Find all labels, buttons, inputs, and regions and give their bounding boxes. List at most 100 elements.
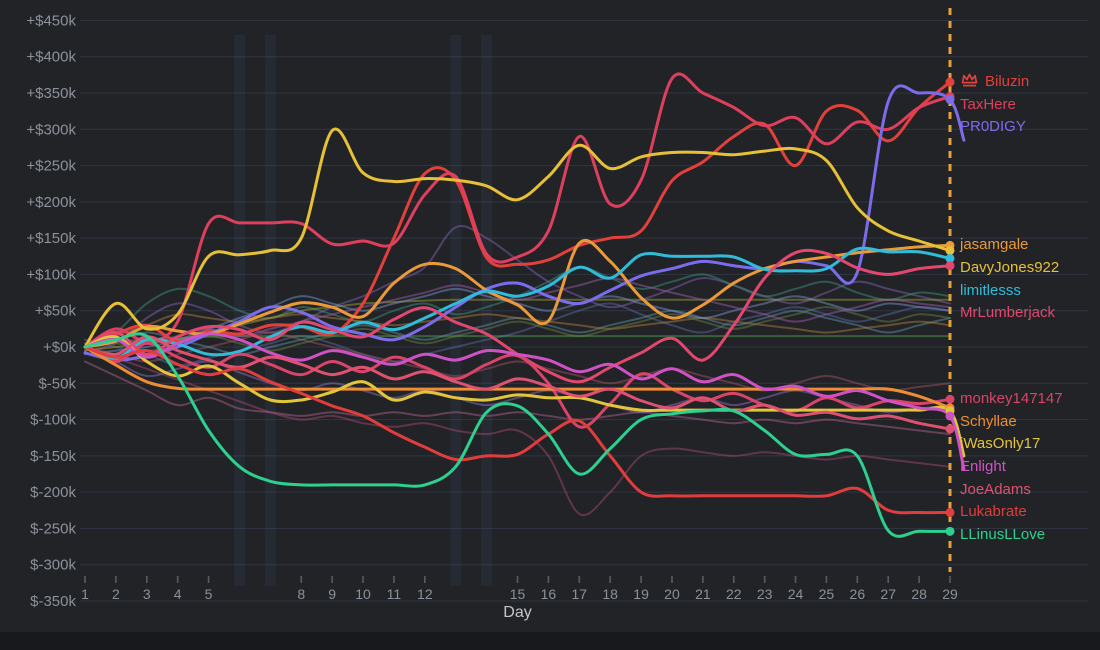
x-axis-label: 17 [571, 586, 587, 602]
x-axis-label: 11 [387, 586, 402, 602]
y-axis-label: $-100k [30, 412, 76, 429]
x-axis-label: 10 [355, 586, 371, 602]
series-line-davyjones922[interactable] [83, 127, 952, 349]
series-dot-llinusllove[interactable] [945, 526, 955, 536]
series-label-text: Enlight [960, 458, 1006, 476]
y-axis-label: +$400k [26, 49, 76, 66]
x-axis-label: 16 [541, 586, 557, 602]
y-axis-label: $-300k [30, 557, 76, 574]
series-label-joeadams[interactable]: JoeAdams [960, 480, 1031, 500]
series-label-text: Schyllae [960, 412, 1017, 430]
series-line-enlight[interactable] [83, 332, 966, 471]
x-axis-label: 23 [757, 586, 773, 602]
x-axis-label: 19 [633, 586, 649, 602]
x-axis-label: 12 [417, 586, 433, 602]
series-label-davyjones922[interactable]: DavyJones922 [960, 258, 1059, 278]
series-label-text: LLinusLLove [960, 526, 1046, 544]
x-axis-label: 9 [328, 586, 336, 602]
x-axis-label: 1 [81, 586, 89, 602]
y-axis-label: +$250k [26, 158, 76, 175]
series-dot-monkey147147[interactable] [945, 394, 955, 404]
y-axis-label: $-150k [30, 448, 76, 465]
x-axis-label: 26 [850, 586, 866, 602]
y-axis-label: +$350k [26, 85, 76, 102]
series-dot-mrlumberjack[interactable] [945, 261, 955, 271]
series-label-text: jasamgale [960, 236, 1029, 254]
series-dot-joeadams[interactable] [945, 424, 955, 434]
x-axis-title: Day [503, 604, 532, 621]
series-line-limitlesss[interactable] [83, 246, 952, 360]
y-axis-label: $-200k [30, 484, 76, 501]
series-label-iwasonly17[interactable]: iWasOnly17 [960, 434, 1040, 454]
background-series-line[interactable] [84, 346, 951, 517]
series-label-jasamgale[interactable]: jasamgale [960, 235, 1028, 255]
y-axis-label: +$150k [26, 230, 76, 247]
y-axis-label: +$450k [26, 12, 76, 29]
series-dot-pr0digy[interactable] [945, 95, 955, 105]
series-dot-lukabrate[interactable] [945, 507, 955, 517]
series-label-enlight[interactable]: Enlight [960, 457, 1006, 477]
crown-icon [960, 73, 979, 90]
series-dot-biluzin[interactable] [945, 77, 955, 87]
x-axis-label: 4 [174, 586, 182, 602]
series-label-pr0digy[interactable]: PR0DIGY [960, 117, 1026, 137]
weekend-band [481, 35, 493, 586]
series-line-joeadams[interactable] [83, 335, 952, 431]
series-line-pr0digy[interactable] [83, 84, 966, 362]
series-line-lukabrate[interactable] [83, 345, 952, 515]
series-label-text: Lukabrate [960, 503, 1027, 521]
x-axis-label: 29 [942, 586, 958, 602]
series-dot-limitlesss[interactable] [945, 253, 955, 263]
series-label-text: limitlesss [960, 281, 1021, 299]
series-label-taxhere[interactable]: TaxHere [960, 95, 1016, 115]
series-label-text: TaxHere [960, 95, 1016, 113]
series-label-text: PR0DIGY [960, 118, 1026, 136]
weekend-band [450, 35, 462, 586]
x-axis-label: 3 [143, 586, 151, 602]
series-line-taxhere[interactable] [83, 72, 952, 349]
series-label-biluzin[interactable]: Biluzin [960, 72, 1029, 92]
series-label-lukabrate[interactable]: Lukabrate [960, 502, 1027, 522]
series-label-text: DavyJones922 [960, 259, 1060, 276]
series-label-text: MrLumberjack [960, 304, 1056, 322]
series-label-text: Biluzin [985, 73, 1030, 91]
x-axis-label: 21 [695, 586, 711, 602]
x-axis-label: 24 [788, 586, 804, 602]
y-axis-label: +$100k [26, 266, 76, 283]
x-axis-label: 27 [880, 586, 896, 602]
background-series-line[interactable] [84, 306, 951, 352]
series-label-text: iWasOnly17 [960, 435, 1041, 453]
series-label-limitlesss[interactable]: limitlesss [960, 281, 1021, 301]
x-axis-label: 20 [664, 586, 680, 602]
series-label-llinusllove[interactable]: LLinusLLove [960, 525, 1045, 545]
x-axis-label: 2 [112, 586, 120, 602]
y-axis-label: +$50k [35, 303, 77, 320]
x-axis-label: 5 [205, 586, 213, 602]
series-label-mrlumberjack[interactable]: MrLumberjack [960, 303, 1055, 323]
series-line-iwasonly17[interactable] [83, 334, 966, 458]
series-label-text: JoeAdams [960, 480, 1031, 498]
x-axis-label: 25 [819, 586, 835, 602]
y-axis-label: $-350k [30, 593, 76, 610]
x-axis-label: 8 [297, 586, 305, 602]
series-dot-enlight[interactable] [945, 411, 955, 421]
series-line-llinusllove[interactable] [83, 332, 952, 538]
x-axis-label: 22 [726, 586, 742, 602]
y-axis-label: +$200k [26, 194, 76, 211]
x-axis-label: 15 [510, 586, 526, 602]
y-axis-label: +$0k [43, 339, 76, 356]
series-line-biluzin[interactable] [83, 80, 952, 349]
x-axis-label: 28 [911, 586, 927, 602]
weekend-band [264, 35, 276, 586]
series-dot-davyjones922[interactable] [945, 245, 955, 255]
series-label-text: monkey147147 [960, 390, 1063, 408]
y-axis-label: +$300k [26, 121, 76, 138]
series-label-schyllae[interactable]: Schyllae [960, 412, 1017, 432]
y-axis-label: $-50k [38, 375, 76, 392]
y-axis-label: $-250k [30, 520, 76, 537]
series-label-monkey147147[interactable]: monkey147147 [960, 389, 1063, 409]
background-series-line[interactable] [84, 360, 951, 436]
